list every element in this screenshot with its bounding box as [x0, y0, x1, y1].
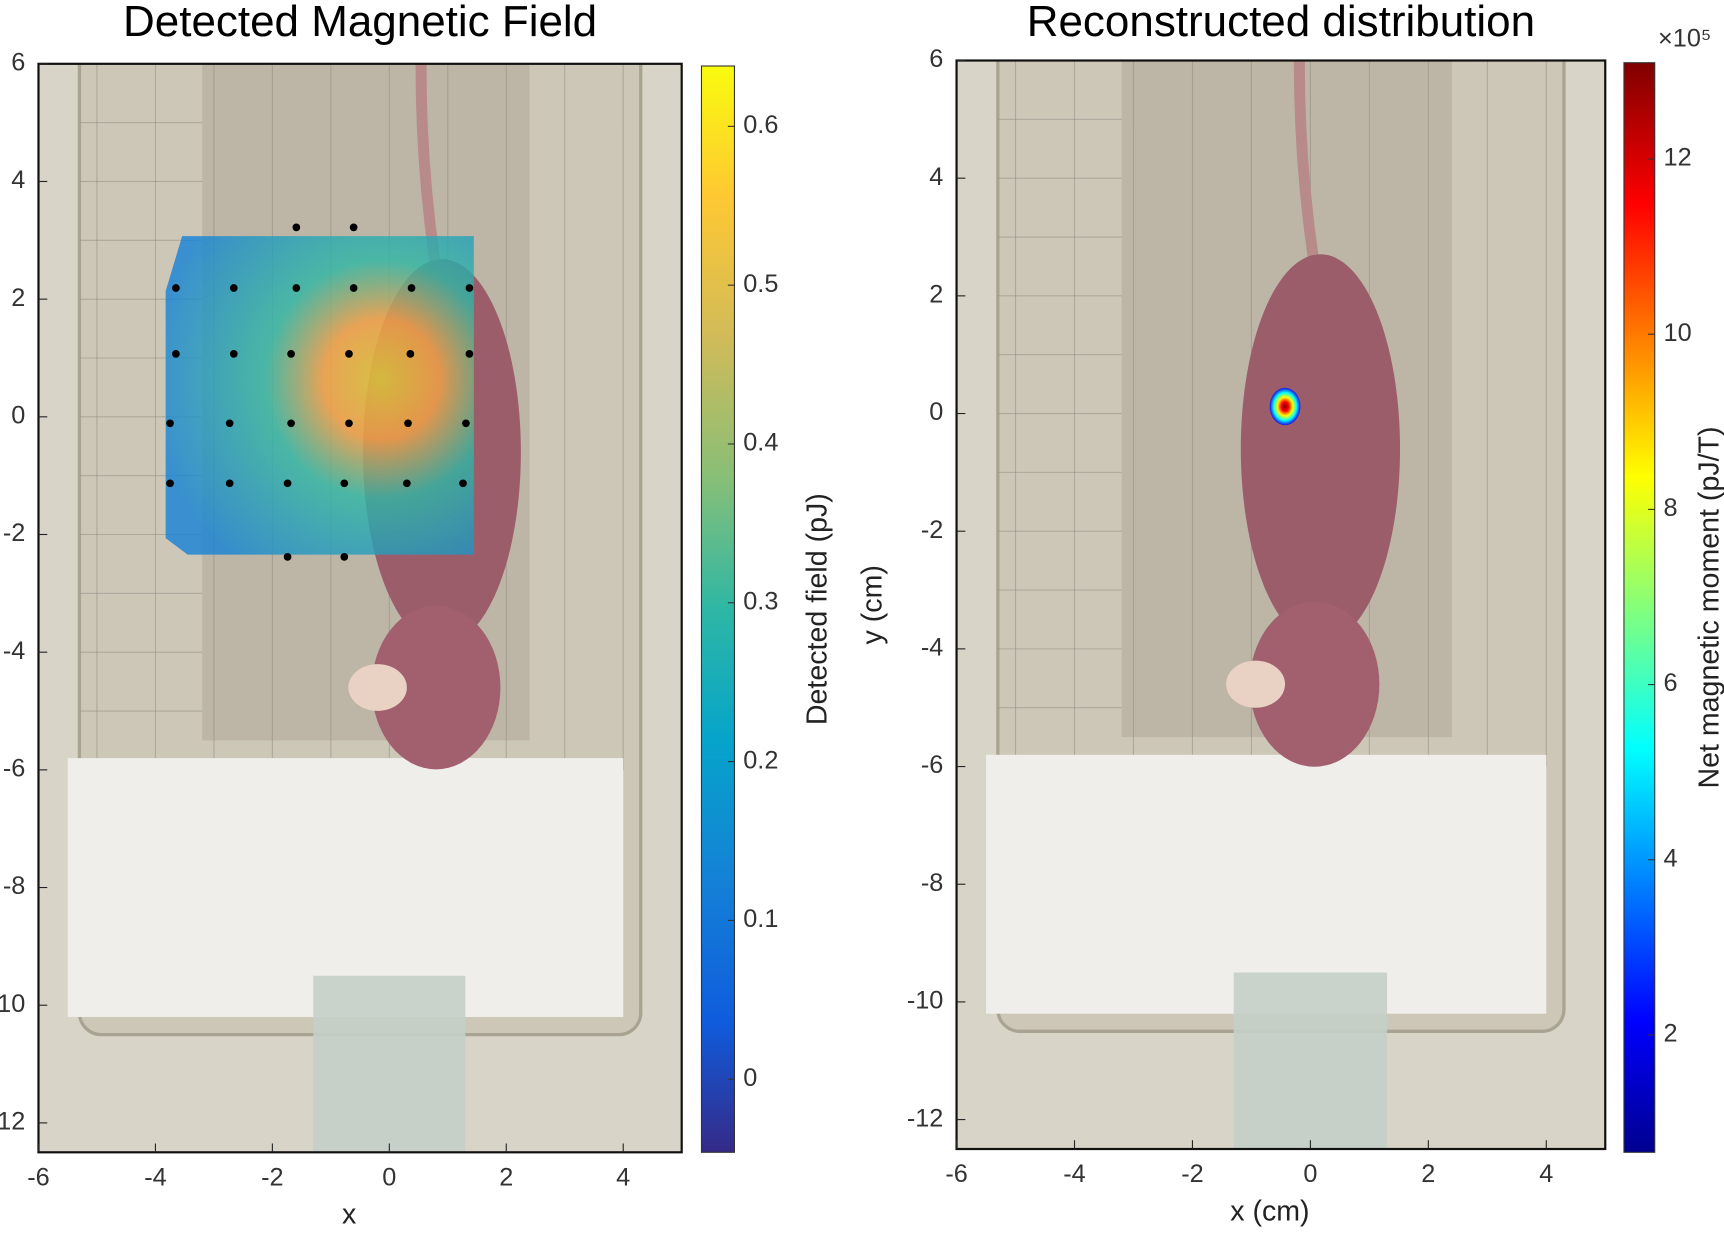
y-tick-label: 0	[929, 398, 943, 426]
measurement-point	[226, 419, 234, 427]
measurement-point	[466, 350, 474, 358]
measurement-point	[284, 553, 292, 561]
measurement-point	[284, 479, 292, 487]
y-tick-label: 4	[929, 163, 943, 191]
page: {"chart_data": [ {"type": "scatter", "ti…	[0, 0, 1724, 1237]
y-tick-label: -12	[907, 1104, 944, 1132]
colorbar-tick-label: 2	[1664, 1020, 1678, 1048]
colorbar-tick-label: 0.3	[743, 587, 778, 615]
measurement-point	[403, 479, 411, 487]
x-tick-label: -4	[1063, 1160, 1085, 1188]
x-axis-label: x (cm)	[1230, 1195, 1309, 1227]
measurement-point	[230, 350, 238, 358]
field-map	[166, 236, 474, 554]
x-tick-label: 2	[499, 1163, 513, 1191]
y-tick-label: 2	[11, 284, 25, 312]
x-tick-label: 0	[382, 1163, 396, 1191]
y-axis-label: y (cm)	[857, 565, 889, 644]
y-tick-label: 0	[11, 402, 25, 430]
measurement-point	[230, 284, 238, 292]
y-tick-label: 6	[11, 48, 25, 76]
measurement-point	[407, 350, 415, 358]
colorbar-tick-label: 6	[1664, 669, 1678, 697]
photo-mouse-ear	[1226, 661, 1285, 708]
y-tick-label: -12	[0, 1108, 25, 1136]
x-tick-label: -6	[945, 1160, 967, 1188]
measurement-point	[287, 350, 295, 358]
y-tick-label: 4	[11, 166, 25, 194]
measurement-point	[340, 553, 348, 561]
colorbar-tick-label: 0.2	[743, 746, 778, 774]
axes	[927, 31, 1694, 1181]
measurement-point	[166, 479, 174, 487]
colorbar-tick-label: 10	[1664, 319, 1692, 347]
chart-title: Reconstructed distribution	[1027, 0, 1535, 46]
x-tick-label: 2	[1421, 1160, 1435, 1188]
y-tick-label: -10	[907, 987, 944, 1015]
measurement-point	[350, 284, 358, 292]
y-tick-label: -2	[3, 519, 25, 547]
measurement-point	[287, 419, 295, 427]
measurement-point	[292, 284, 300, 292]
chart-title: Detected Magnetic Field	[123, 0, 597, 46]
y-tick-label: -6	[921, 751, 943, 779]
measurement-point	[226, 479, 234, 487]
y-tick-label: 2	[929, 281, 943, 309]
colorbar-label: Net magnetic moment (pJ/T)	[1693, 426, 1724, 788]
measurement-point	[350, 224, 358, 232]
measurement-point	[404, 419, 412, 427]
hotspot	[1270, 388, 1301, 425]
measurement-point	[172, 284, 180, 292]
measurement-point	[466, 284, 474, 292]
x-tick-label: 4	[616, 1163, 630, 1191]
x-tick-label: -4	[144, 1163, 166, 1191]
x-axis-label: x	[342, 1199, 356, 1231]
y-tick-label: -8	[3, 872, 25, 900]
photo-mouse-ear	[348, 664, 406, 711]
y-tick-label: -2	[921, 516, 943, 544]
y-tick-label: 6	[929, 45, 943, 73]
colorbar-tick-label: 8	[1664, 494, 1678, 522]
colorbar-label: Detected field (pJ)	[802, 493, 834, 725]
x-tick-label: -6	[27, 1163, 49, 1191]
y-tick-label: -4	[3, 637, 25, 665]
colorbar-tick-label: 0.4	[743, 429, 778, 457]
y-tick-label: -4	[921, 634, 943, 662]
x-tick-label: -2	[1181, 1160, 1203, 1188]
measurement-point	[340, 479, 348, 487]
measurement-point	[345, 350, 353, 358]
colorbar-tick-label: 12	[1664, 144, 1692, 172]
y-tick-label: -6	[3, 755, 25, 783]
colorbar	[1624, 63, 1655, 1153]
axes	[9, 34, 769, 1181]
figure: Detected Magnetic Field x -6 -4 -2 0 2 4 6 4 2 0 -2 -…	[0, 0, 1724, 1237]
measurement-point	[462, 419, 470, 427]
x-tick-label: 4	[1539, 1160, 1553, 1188]
colorbar-tick-label: 0.1	[743, 905, 778, 933]
measurement-point	[345, 419, 353, 427]
y-tick-label: -10	[0, 990, 25, 1018]
measurement-point	[172, 350, 180, 358]
colorbar-tick-label: 0.5	[743, 270, 778, 298]
measurement-point	[459, 479, 467, 487]
colorbar-tick-label: 0.6	[743, 111, 778, 139]
colorbar-multiplier: ×10⁵	[1658, 24, 1711, 52]
colorbar-tick-label: 0	[743, 1064, 757, 1092]
measurement-point	[408, 284, 416, 292]
x-tick-label: -2	[261, 1163, 283, 1191]
colorbar-tick-label: 4	[1664, 844, 1678, 872]
colorbar	[701, 66, 734, 1152]
measurement-point	[166, 419, 174, 427]
measurement-point	[292, 224, 300, 232]
photo-mouse-body	[1241, 254, 1400, 643]
x-tick-label: 0	[1303, 1160, 1317, 1188]
y-tick-label: -8	[921, 869, 943, 897]
